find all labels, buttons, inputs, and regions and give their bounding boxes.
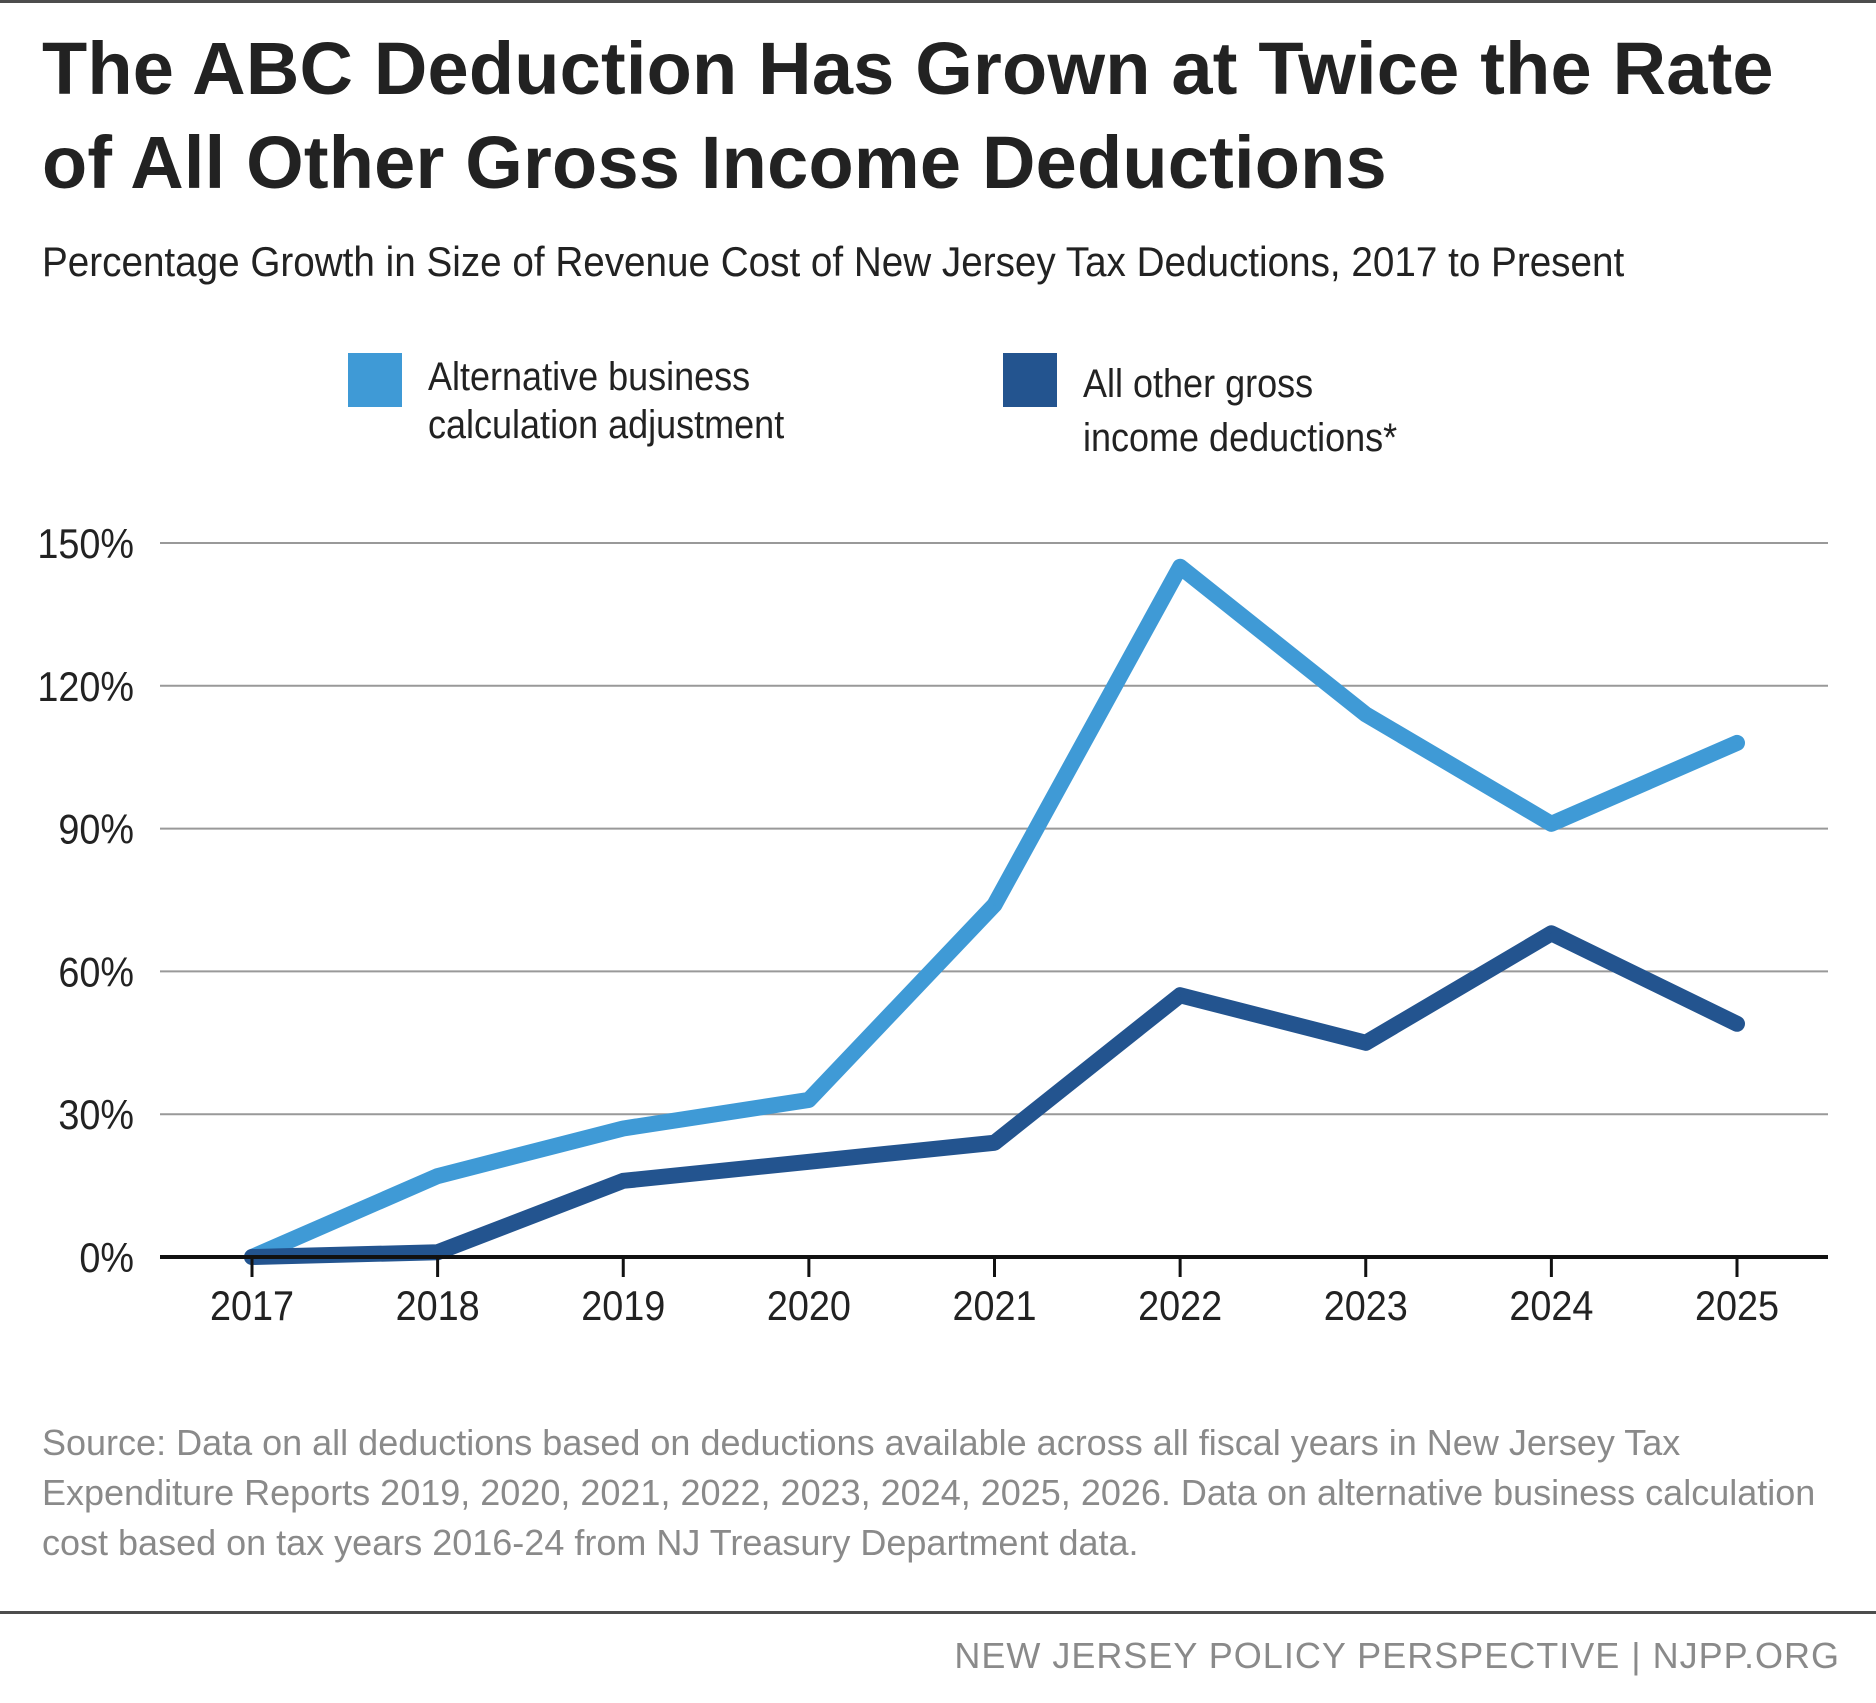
data-point bbox=[807, 1098, 810, 1101]
data-point bbox=[1364, 1041, 1367, 1044]
x-tick-label: 2018 bbox=[396, 1283, 480, 1329]
data-point bbox=[622, 1179, 625, 1182]
footer-credit: NEW JERSEY POLICY PERSPECTIVE | NJPP.ORG bbox=[954, 1635, 1840, 1676]
y-tick-label: 0% bbox=[79, 1235, 134, 1281]
x-tick-label: 2019 bbox=[581, 1283, 665, 1329]
data-point bbox=[1179, 565, 1182, 568]
data-point bbox=[1736, 741, 1738, 744]
source-note: Source: Data on all deductions based on … bbox=[42, 1422, 1816, 1563]
x-tick-label: 2022 bbox=[1138, 1283, 1222, 1329]
y-tick-label: 60% bbox=[58, 950, 134, 996]
data-point bbox=[993, 1141, 996, 1144]
data-point bbox=[436, 1175, 439, 1178]
x-tick-label: 2021 bbox=[952, 1283, 1036, 1329]
x-tick-label: 2023 bbox=[1324, 1283, 1408, 1329]
data-point bbox=[622, 1127, 625, 1130]
bottom-rule bbox=[0, 1611, 1876, 1614]
gridlines bbox=[160, 542, 1828, 1116]
x-axis-ticks: 2017 2018 2019 2020 2021 2022 2023 2024 2025 bbox=[210, 1257, 1779, 1329]
y-axis-ticks: 0% 30% 60% 90% 120% 150% bbox=[37, 521, 134, 1281]
series-line-other bbox=[244, 925, 1745, 1265]
legend-label-abc: Alternative business calculation adjustm… bbox=[428, 355, 785, 447]
y-tick-label: 120% bbox=[37, 664, 134, 710]
legend-label-other: All other gross income deductions* bbox=[1083, 362, 1398, 460]
data-point bbox=[1736, 1022, 1738, 1025]
data-point bbox=[807, 1160, 810, 1163]
chart-subtitle: Percentage Growth in Size of Revenue Cos… bbox=[42, 238, 1625, 285]
x-tick-label: 2020 bbox=[767, 1283, 851, 1329]
x-tick-label: 2017 bbox=[210, 1283, 294, 1329]
series-line-abc bbox=[244, 558, 1745, 1265]
x-tick-label: 2025 bbox=[1695, 1283, 1779, 1329]
data-point bbox=[993, 903, 996, 906]
chart-title: The ABC Deduction Has Grown at Twice the… bbox=[42, 27, 1774, 204]
data-point bbox=[1179, 994, 1182, 997]
line-chart: 0% 30% 60% 90% 120% 150% 2017 2018 2019 2020 2021… bbox=[37, 521, 1828, 1329]
series-lines bbox=[244, 558, 1745, 1265]
data-point bbox=[436, 1251, 439, 1254]
y-tick-label: 150% bbox=[37, 521, 134, 567]
legend-swatch-other bbox=[1003, 353, 1057, 407]
data-point bbox=[1550, 822, 1553, 825]
y-tick-label: 30% bbox=[58, 1092, 134, 1138]
legend-swatch-abc bbox=[348, 353, 402, 407]
x-tick-label: 2024 bbox=[1509, 1283, 1593, 1329]
y-tick-label: 90% bbox=[58, 807, 134, 853]
data-point bbox=[1364, 713, 1367, 716]
top-rule bbox=[0, 0, 1876, 3]
data-point bbox=[1550, 932, 1553, 935]
